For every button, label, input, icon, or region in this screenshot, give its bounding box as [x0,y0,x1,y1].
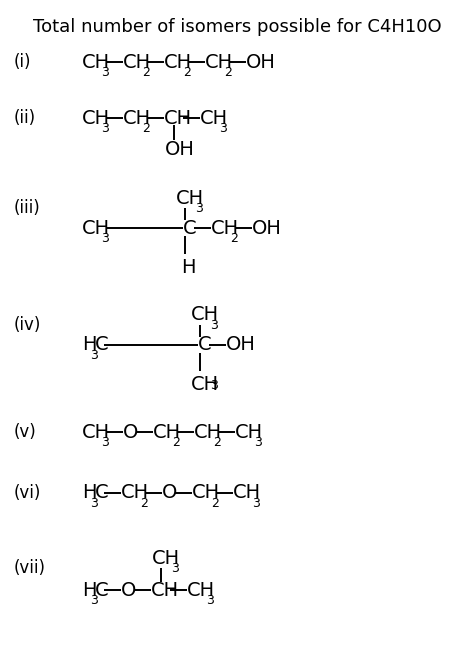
Text: CH: CH [176,189,204,207]
Text: CH: CH [187,581,215,599]
Text: CH: CH [200,108,228,128]
Text: 2: 2 [142,122,150,135]
Text: CH: CH [151,581,179,599]
Text: 2: 2 [224,66,232,79]
Text: OH: OH [165,140,195,159]
Text: H: H [82,335,97,355]
Text: 2: 2 [172,436,180,449]
Text: 3: 3 [206,594,214,607]
Text: (ii): (ii) [14,109,36,127]
Text: O: O [123,423,138,442]
Text: C: C [95,335,109,355]
Text: CH: CH [192,484,220,502]
Text: 3: 3 [252,497,260,510]
Text: CH: CH [82,52,110,72]
Text: 3: 3 [101,232,109,245]
Text: 3: 3 [254,436,262,449]
Text: C: C [183,219,197,237]
Text: CH: CH [123,108,151,128]
Text: 2: 2 [211,497,219,510]
Text: 3: 3 [90,497,98,510]
Text: CH: CH [191,375,219,394]
Text: 3: 3 [101,436,109,449]
Text: CH: CH [191,306,219,324]
Text: 3: 3 [219,122,227,135]
Text: (iv): (iv) [14,316,41,334]
Text: (vi): (vi) [14,484,41,502]
Text: 3: 3 [210,319,218,332]
Text: OH: OH [252,219,282,237]
Text: CH: CH [205,52,233,72]
Text: Total number of isomers possible for C4H10O: Total number of isomers possible for C4H… [33,18,441,36]
Text: CH: CH [153,423,181,442]
Text: 3: 3 [210,379,218,392]
Text: CH: CH [194,423,222,442]
Text: 2: 2 [183,66,191,79]
Text: 3: 3 [90,349,98,362]
Text: 2: 2 [213,436,221,449]
Text: 3: 3 [101,66,109,79]
Text: (vii): (vii) [14,559,46,577]
Text: 3: 3 [90,594,98,607]
Text: CH: CH [82,219,110,237]
Text: CH: CH [235,423,263,442]
Text: 3: 3 [101,122,109,135]
Text: 3: 3 [195,202,203,215]
Text: H: H [82,581,97,599]
Text: (i): (i) [14,53,31,71]
Text: OH: OH [226,335,256,355]
Text: O: O [162,484,177,502]
Text: CH: CH [82,108,110,128]
Text: CH: CH [121,484,149,502]
Text: 3: 3 [171,562,179,575]
Text: CH: CH [211,219,239,237]
Text: C: C [95,484,109,502]
Text: (v): (v) [14,423,37,441]
Text: C: C [95,581,109,599]
Text: CH: CH [164,108,192,128]
Text: CH: CH [82,423,110,442]
Text: O: O [121,581,137,599]
Text: CH: CH [123,52,151,72]
Text: H: H [181,258,195,277]
Text: (iii): (iii) [14,199,41,217]
Text: CH: CH [152,549,180,567]
Text: CH: CH [164,52,192,72]
Text: C: C [198,335,211,355]
Text: OH: OH [246,52,276,72]
Text: 2: 2 [140,497,148,510]
Text: 2: 2 [142,66,150,79]
Text: CH: CH [233,484,261,502]
Text: 2: 2 [230,232,238,245]
Text: H: H [82,484,97,502]
